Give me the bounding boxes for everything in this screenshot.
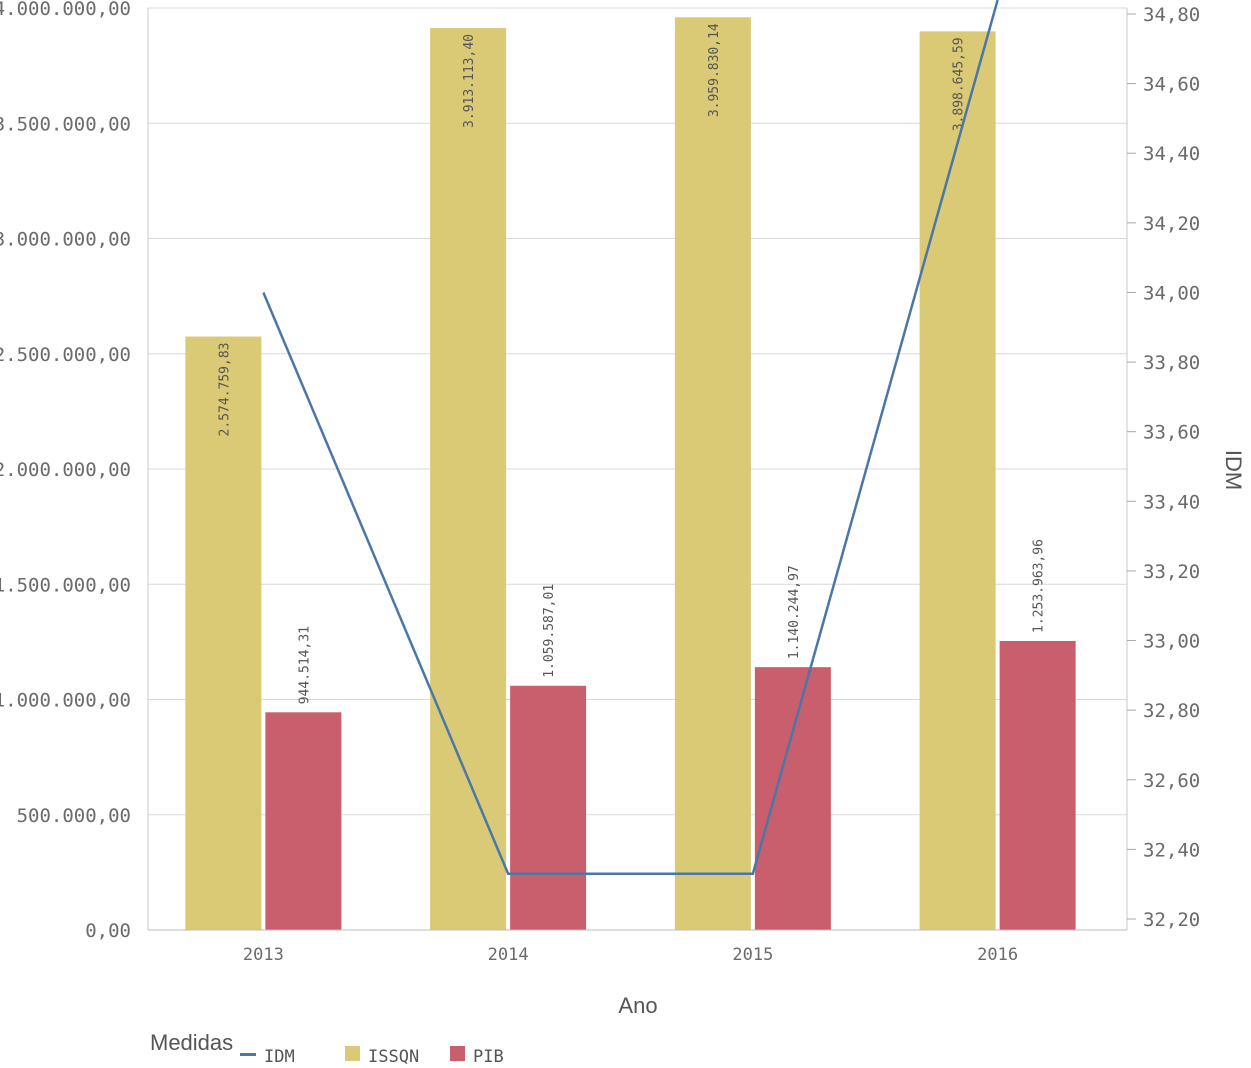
x-tick-label: 2016 <box>977 945 1018 965</box>
legend-line-icon <box>240 1053 256 1056</box>
x-tick-label: 2014 <box>488 945 529 965</box>
x-axis: 2013 2014 2015 2016 <box>148 929 1127 965</box>
bar-pib[interactable] <box>510 685 587 930</box>
right-axis-title: IDM <box>1221 450 1246 490</box>
data-label-pib: 944.514,31 <box>297 626 312 704</box>
data-label-pib: 1.059.587,01 <box>542 584 557 678</box>
x-axis-title: Ano <box>618 993 657 1018</box>
data-label-issqn: 3.913.113,40 <box>462 34 477 128</box>
right-tick-label: 32,20 <box>1143 909 1200 931</box>
left-tick-label: 2.000.000,00 <box>0 459 131 481</box>
left-tick-label: 1.000.000,00 <box>0 690 131 712</box>
right-tick-label: 33,00 <box>1143 631 1200 653</box>
legend-item-issqn[interactable]: ISSQN <box>345 1046 419 1067</box>
right-axis: 32,20 32,40 32,60 32,80 33,00 33,20 33,40 33,60… <box>1126 4 1200 931</box>
bar-issqn[interactable] <box>430 28 507 931</box>
legend-label-idm: IDM <box>264 1047 295 1067</box>
legend-title: Medidas <box>150 1030 233 1055</box>
left-tick-label: 3.500.000,00 <box>0 113 131 135</box>
right-tick-label: 32,80 <box>1143 700 1200 722</box>
legend-label-pib: PIB <box>473 1047 504 1067</box>
data-label-issqn: 2.574.759,83 <box>217 343 232 437</box>
right-tick-label: 34,60 <box>1143 74 1200 96</box>
right-tick-label: 32,40 <box>1143 839 1200 861</box>
bar-pib[interactable] <box>999 640 1076 930</box>
idm-line[interactable] <box>262 0 999 875</box>
right-tick-label: 34,40 <box>1143 143 1200 165</box>
left-tick-label: 2.500.000,00 <box>0 344 131 366</box>
left-tick-label: 500.000,00 <box>17 805 131 827</box>
left-axis: 0,00 500.000,00 1.000.000,00 1.500.000,00 2.… <box>0 0 149 942</box>
bar-pib[interactable] <box>754 667 831 930</box>
data-label-issqn: 3.898.645,59 <box>952 37 967 131</box>
bar-pib[interactable] <box>265 712 342 930</box>
right-tick-label: 32,60 <box>1143 770 1200 792</box>
legend-item-idm[interactable]: IDM <box>240 1047 295 1067</box>
bar-issqn[interactable] <box>919 31 996 931</box>
x-tick-label: 2013 <box>243 945 284 965</box>
right-tick-label: 33,80 <box>1143 352 1200 374</box>
data-label-issqn: 3.959.830,14 <box>707 23 722 117</box>
right-tick-label: 33,60 <box>1143 422 1200 444</box>
data-label-pib: 1.253.963,96 <box>1032 539 1047 633</box>
right-tick-label: 34,00 <box>1143 282 1200 304</box>
bars <box>185 17 1076 931</box>
legend-label-issqn: ISSQN <box>368 1047 419 1067</box>
left-tick-label: 1.500.000,00 <box>0 574 131 596</box>
legend-item-pib[interactable]: PIB <box>450 1046 504 1067</box>
legend-square-icon <box>450 1046 465 1061</box>
right-tick-label: 33,40 <box>1143 491 1200 513</box>
data-label-pib: 1.140.244,97 <box>787 565 802 659</box>
left-tick-label: 0,00 <box>85 920 131 942</box>
x-tick-label: 2015 <box>732 945 773 965</box>
right-tick-label: 34,80 <box>1143 4 1200 26</box>
bar-issqn[interactable] <box>674 17 751 930</box>
left-tick-label: 4.000.000,00 <box>0 0 131 20</box>
legend: Medidas IDM ISSQN PIB <box>150 1030 504 1067</box>
right-tick-label: 33,20 <box>1143 561 1200 583</box>
right-tick-label: 34,20 <box>1143 213 1200 235</box>
bar-issqn[interactable] <box>185 336 262 931</box>
left-tick-label: 3.000.000,00 <box>0 229 131 251</box>
legend-square-icon <box>345 1046 360 1061</box>
bar-labels: 2.574.759,83 944.514,31 3.913.113,40 1.059.… <box>217 23 1046 704</box>
idm-line-series <box>262 0 999 875</box>
